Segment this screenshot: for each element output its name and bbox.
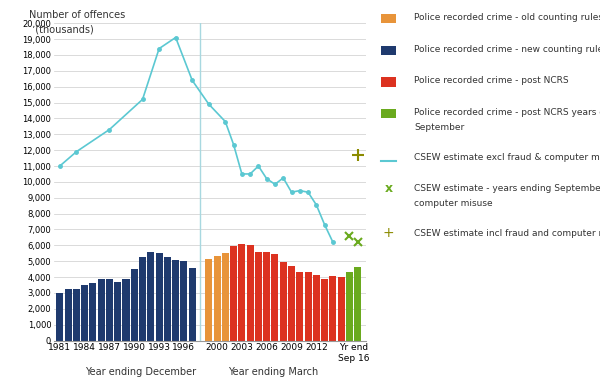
Bar <box>230 245 237 341</box>
Bar <box>238 245 245 341</box>
Bar <box>98 279 104 341</box>
Bar <box>139 257 146 341</box>
Bar <box>354 267 361 341</box>
Text: x: x <box>385 182 392 195</box>
Text: Police recorded crime - post NCRS years ending: Police recorded crime - post NCRS years … <box>414 108 600 117</box>
Bar <box>56 293 64 341</box>
Text: September: September <box>414 123 464 132</box>
Bar <box>346 272 353 341</box>
Text: (thousands): (thousands) <box>29 24 94 34</box>
Bar <box>329 276 337 341</box>
Bar <box>122 279 130 341</box>
Bar <box>222 253 229 341</box>
Text: Year ending December: Year ending December <box>85 367 197 377</box>
Bar <box>296 272 304 341</box>
Bar <box>181 260 187 341</box>
Bar <box>188 267 196 341</box>
Bar <box>89 283 97 341</box>
Bar <box>288 266 295 341</box>
Bar <box>114 282 121 341</box>
Bar <box>263 252 270 341</box>
Bar <box>164 257 171 341</box>
Bar <box>205 259 212 341</box>
Bar <box>81 285 88 341</box>
Bar <box>73 289 80 341</box>
Bar <box>172 260 179 341</box>
Bar <box>214 256 221 341</box>
Bar <box>65 289 71 341</box>
Bar <box>106 279 113 341</box>
Bar <box>313 275 320 341</box>
Bar <box>280 262 287 341</box>
Text: Number of offences: Number of offences <box>29 10 125 20</box>
Bar <box>305 272 311 341</box>
Bar <box>255 252 262 341</box>
Bar <box>271 254 278 341</box>
Text: CSEW estimate excl fraud & computer misuse: CSEW estimate excl fraud & computer misu… <box>414 152 600 161</box>
Bar <box>155 253 163 341</box>
Text: computer misuse: computer misuse <box>414 199 493 208</box>
Bar <box>148 252 154 341</box>
Text: Year ending March: Year ending March <box>228 367 318 377</box>
Text: CSEW estimate - years ending September excl fraud &: CSEW estimate - years ending September e… <box>414 184 600 193</box>
Text: Police recorded crime - post NCRS: Police recorded crime - post NCRS <box>414 76 569 86</box>
Text: Police recorded crime - old counting rules: Police recorded crime - old counting rul… <box>414 13 600 22</box>
Text: +: + <box>383 226 394 240</box>
Bar <box>131 269 138 341</box>
Text: CSEW estimate incl fraud and computer misuse: CSEW estimate incl fraud and computer mi… <box>414 229 600 238</box>
Bar <box>247 245 254 341</box>
Text: Police recorded crime - new counting rules: Police recorded crime - new counting rul… <box>414 45 600 54</box>
Bar <box>338 277 344 341</box>
Bar <box>321 279 328 341</box>
